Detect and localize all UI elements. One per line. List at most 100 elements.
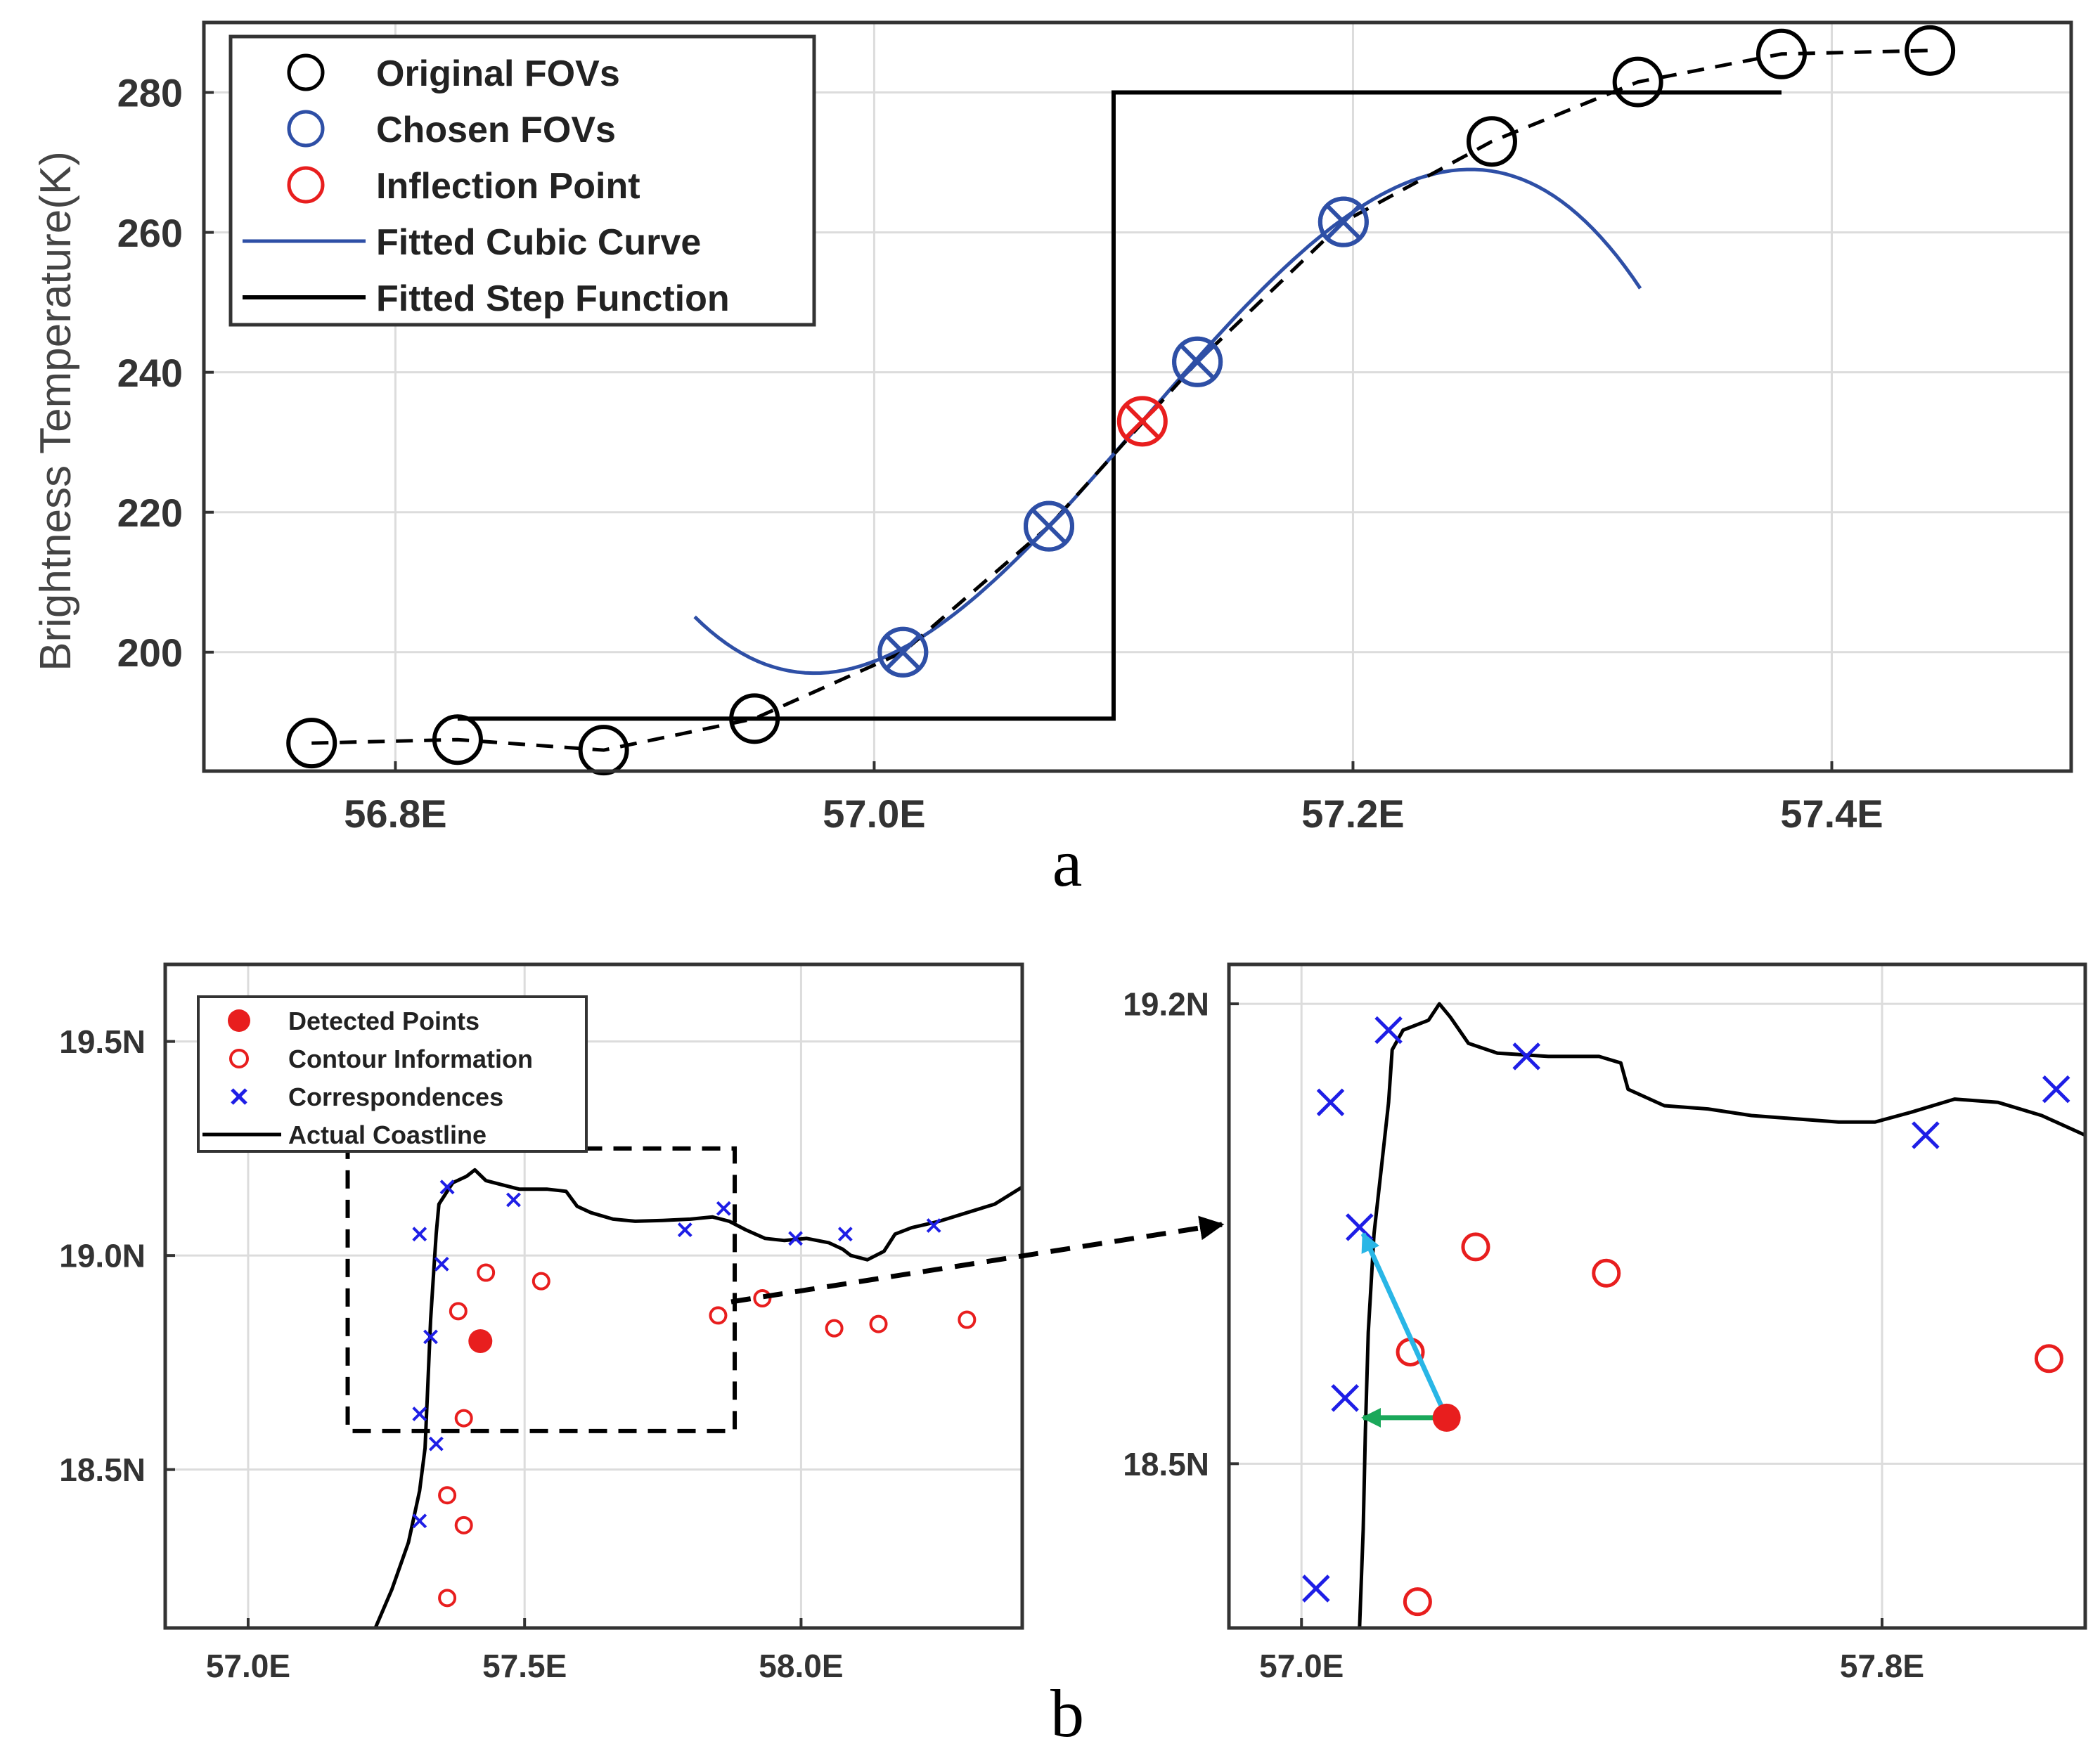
correspondence-point [2042, 1075, 2070, 1104]
y-tick-label: 18.5N [1123, 1446, 1209, 1482]
correspondence-point-b [926, 1218, 941, 1233]
correspondence-point-b [677, 1222, 693, 1238]
chosen-fov-point-x2 [1179, 344, 1216, 380]
contour-point [1461, 1232, 1490, 1262]
correspondence-point [1302, 1575, 1330, 1603]
x-tick-label: 57.0E [206, 1648, 290, 1684]
legend-inflection-point: Inflection Point [376, 166, 640, 207]
correspondence-point [1331, 1384, 1359, 1412]
legend-inflection-point-marker [287, 166, 325, 204]
correspondence-point [439, 1179, 455, 1195]
panel-a-label: a [1052, 825, 1083, 900]
correspondence-point [412, 1513, 427, 1529]
inflection-point-x2 [1124, 403, 1161, 439]
correspondence-point [412, 1227, 427, 1242]
panel-a-ylabel: Brightness Temperature(K) [32, 151, 80, 671]
original-fov-point [1756, 28, 1807, 79]
legend-actual-coastline: Actual Coastline [288, 1120, 487, 1149]
original-fov-point [1612, 56, 1663, 108]
correspondence-point-b [1316, 1088, 1345, 1117]
chosen-fov-point [1172, 336, 1223, 387]
legend-fitted-cubic-curve: Fitted Cubic Curve [376, 222, 701, 263]
contour-point [438, 1486, 457, 1505]
contour-point [2034, 1344, 2063, 1374]
correspondence-point-b [439, 1179, 455, 1195]
correspondence-point [926, 1218, 941, 1233]
x-tick-label: 56.8E [344, 791, 446, 836]
x-tick-label: 57.2E [1301, 791, 1404, 836]
chosen-fov-point-circle [1318, 196, 1369, 247]
contour-point [477, 1263, 496, 1282]
vector-to-correspondence [1360, 1232, 1449, 1419]
chosen-fov-point-circle [1024, 500, 1075, 552]
y-tick-label: 240 [117, 351, 183, 395]
original-fov-point [432, 714, 483, 765]
inflection-point [1116, 396, 1168, 447]
correspondence-point [434, 1256, 449, 1272]
correspondence-point-b [412, 1513, 427, 1529]
panel-b-right-map: 57.0E 57.8E 18.5N 19.2N [1123, 962, 2087, 1684]
contour-point [438, 1589, 457, 1608]
y-tick-label: 19.2N [1123, 986, 1209, 1023]
legend-detected-points-marker [228, 1009, 250, 1032]
legend-chosen-fovs: Chosen FOVs [376, 110, 616, 150]
x-tick-label: 57.0E [823, 791, 925, 836]
correspondence-point [423, 1329, 438, 1345]
correspondence-point-b [423, 1329, 438, 1345]
chosen-fov-point-x2 [1325, 204, 1362, 240]
correspondence-point-b [412, 1407, 427, 1421]
detected-point [468, 1329, 493, 1353]
correspondence-point [716, 1201, 731, 1216]
chosen-fov-point [1024, 500, 1075, 552]
contour-point [454, 1409, 473, 1428]
x-tick-label: 58.0E [759, 1648, 843, 1684]
x-tick-label: 57.0E [1259, 1648, 1344, 1684]
legend-detected-points: Detected Points [288, 1007, 479, 1035]
panel-b-left-marks [345, 1146, 1024, 1629]
contour-point [449, 1302, 468, 1321]
contour-point [825, 1319, 844, 1338]
y-tick-label: 19.5N [59, 1023, 146, 1060]
legend-contour-information: Contour Information [288, 1045, 533, 1073]
panel-a-legend-box [228, 34, 816, 327]
detected-point [1432, 1403, 1461, 1432]
correspondence-point-b [716, 1201, 731, 1216]
zoom-arrow [730, 1215, 1225, 1305]
legend-fitted-step-function: Fitted Step Function [376, 278, 730, 319]
cubic-curve-line [693, 167, 1642, 676]
panel-b-left-ticks: 57.0E 57.5E 58.0E 18.5N 19.0N 19.5N [59, 1023, 843, 1684]
correspondence-point [506, 1192, 521, 1208]
y-tick-label: 260 [117, 211, 183, 255]
chosen-fov-point-circle [877, 626, 929, 678]
correspondence-point-b [1302, 1575, 1330, 1603]
chosen-fov-point [1318, 196, 1369, 247]
contour-point [869, 1314, 888, 1333]
correspondence-point [1346, 1213, 1374, 1241]
correspondence-point [1912, 1121, 1940, 1149]
legend-original-fovs: Original FOVs [376, 53, 620, 94]
panel-b-right-ticks: 57.0E 57.8E 18.5N 19.2N [1123, 986, 1924, 1684]
legend-contour-information-marker [229, 1049, 249, 1068]
correspondence-point-b [1512, 1042, 1540, 1071]
original-fov-point [1905, 25, 1956, 76]
inflection-point-circle [1116, 396, 1168, 447]
panel-a-legend: Original FOVs Chosen FOVs Inflection Poi… [228, 34, 816, 327]
y-tick-label: 220 [117, 491, 183, 535]
y-tick-label: 280 [117, 71, 183, 115]
y-tick-label: 18.5N [59, 1452, 146, 1488]
chosen-fov-point-x2 [1031, 508, 1067, 544]
panel-b-right-marks [1302, 1002, 2087, 1629]
panel-a-marks [286, 25, 1956, 776]
correspondence-point [788, 1231, 803, 1246]
correspondence-point-b [837, 1227, 853, 1242]
correspondence-point-b [506, 1192, 521, 1208]
correspondence-point-b [2042, 1075, 2070, 1104]
correspondence-point-b [428, 1436, 444, 1452]
correspondence-point [1316, 1088, 1345, 1117]
y-tick-label: 19.0N [59, 1238, 146, 1274]
original-fov-point [286, 718, 337, 769]
panel-b-right-axes-box [1227, 962, 2087, 1630]
correspondence-point-b [1346, 1213, 1374, 1241]
correspondence-point [428, 1436, 444, 1452]
